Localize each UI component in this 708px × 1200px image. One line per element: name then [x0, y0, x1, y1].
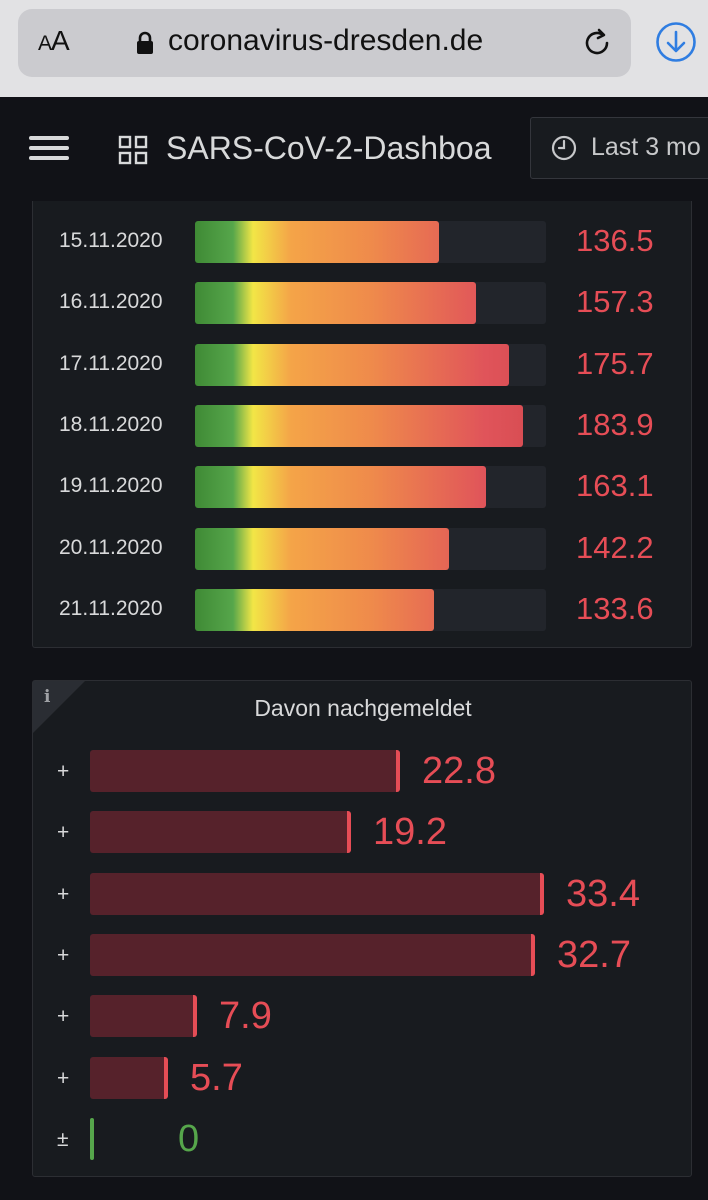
gauge-fill — [195, 221, 439, 263]
row-date: 18.11.2020 — [59, 412, 163, 436]
gauge-fill — [195, 343, 509, 386]
reported-row: +22.8 — [33, 750, 693, 794]
dashboard-navbar: SARS-CoV-2-Dashboa Last 3 mo — [0, 97, 708, 201]
row-sign: + — [57, 1005, 70, 1029]
row-date: 15.11.2020 — [59, 229, 163, 252]
reported-row: ±0 — [33, 1117, 693, 1162]
row-value: 7.9 — [219, 995, 272, 1038]
info-icon[interactable]: i — [44, 687, 51, 707]
incidence-row: 18.11.2020 183.9 — [33, 404, 693, 449]
browser-toolbar: AA coronavirus-dresden.de — [0, 0, 708, 97]
reload-icon[interactable] — [580, 26, 614, 60]
menu-icon[interactable] — [29, 136, 69, 160]
gauge-track — [195, 588, 546, 631]
panel-info-corner[interactable] — [33, 681, 85, 733]
gauge-fill — [195, 527, 449, 570]
row-value: 5.7 — [190, 1056, 243, 1099]
incidence-row: 15.11.2020 136.5 — [33, 221, 693, 265]
row-value: 133.6 — [576, 590, 654, 626]
time-range-label: Last 3 mo — [591, 133, 701, 161]
incidence-row: 19.11.2020 163.1 — [33, 466, 693, 510]
download-icon[interactable] — [655, 21, 697, 63]
row-value: 19.2 — [373, 811, 447, 854]
gauge-track — [195, 466, 546, 509]
row-date: 21.11.2020 — [59, 596, 163, 620]
incidence-row: 16.11.2020 157.3 — [33, 282, 693, 326]
reported-row: +19.2 — [33, 811, 693, 855]
reported-row: +7.9 — [33, 995, 693, 1039]
dashboard-title[interactable]: SARS-CoV-2-Dashboa — [166, 130, 492, 166]
row-value: 183.9 — [576, 406, 654, 442]
incidence-row: 21.11.2020 133.6 — [33, 588, 693, 633]
row-date: 17.11.2020 — [59, 351, 163, 375]
row-value: 142.2 — [576, 529, 654, 565]
reported-row: +5.7 — [33, 1056, 693, 1101]
time-range-picker[interactable]: Last 3 mo — [530, 117, 708, 179]
row-sign: ± — [57, 1127, 69, 1151]
incidence-row: 20.11.2020 142.2 — [33, 527, 693, 572]
row-sign: + — [57, 821, 70, 845]
clock-icon — [551, 135, 577, 161]
gauge-fill — [195, 466, 486, 509]
gauge-track — [195, 282, 546, 325]
row-value: 157.3 — [576, 284, 654, 320]
gauge-track — [195, 343, 546, 386]
gauge-fill — [195, 588, 434, 631]
value-bar — [90, 933, 535, 976]
row-date: 19.11.2020 — [59, 474, 163, 498]
url-text[interactable]: coronavirus-dresden.de — [168, 24, 484, 57]
value-bar — [90, 1056, 168, 1099]
row-value: 33.4 — [566, 872, 640, 915]
gauge-track — [195, 221, 546, 263]
address-bar[interactable]: AA coronavirus-dresden.de — [18, 9, 631, 77]
dashboard-grid-icon — [118, 135, 148, 165]
reported-row: +33.4 — [33, 872, 693, 917]
panel-title[interactable]: Davon nachgemeldet — [254, 695, 472, 721]
row-sign: + — [57, 943, 70, 967]
gauge-fill — [195, 404, 523, 447]
text-size-button[interactable]: AA — [38, 25, 70, 56]
row-date: 16.11.2020 — [59, 290, 163, 314]
gauge-track — [195, 527, 546, 570]
value-bar — [90, 811, 351, 854]
zero-marker — [90, 1117, 94, 1160]
gauge-track — [195, 404, 546, 447]
row-sign: + — [57, 882, 70, 906]
row-value: 163.1 — [576, 468, 654, 504]
row-value: 0 — [178, 1117, 200, 1160]
row-value: 175.7 — [576, 345, 654, 381]
value-bar — [90, 750, 400, 792]
row-date: 20.11.2020 — [59, 535, 163, 559]
row-sign: + — [57, 1066, 70, 1090]
value-bar — [90, 995, 197, 1038]
value-bar — [90, 872, 544, 915]
row-sign: + — [57, 760, 70, 783]
incidence-bar-gauge-panel: 15.11.2020 136.5 16.11.2020 157.3 17.11.2020… — [32, 201, 692, 648]
row-value: 22.8 — [422, 750, 496, 792]
reported-later-panel: i Davon nachgemeldet +22.8 +19.2 +33.4 +32.… — [32, 680, 692, 1177]
lock-icon — [137, 31, 153, 54]
row-value: 136.5 — [576, 223, 654, 258]
gauge-fill — [195, 282, 476, 325]
reported-row: +32.7 — [33, 933, 693, 978]
row-value: 32.7 — [557, 933, 631, 976]
incidence-row: 17.11.2020 175.7 — [33, 343, 693, 388]
